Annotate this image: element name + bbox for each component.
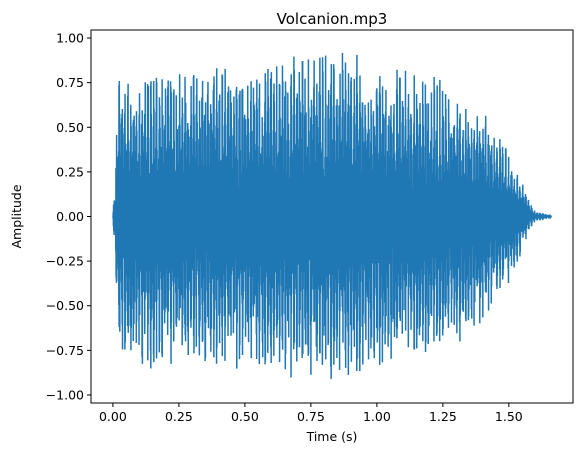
y-tick-label: −1.00 bbox=[46, 387, 84, 402]
x-tick-label: 0.25 bbox=[165, 409, 193, 424]
y-tick-label: −0.25 bbox=[46, 254, 84, 269]
x-tick-label: 0.50 bbox=[231, 409, 259, 424]
y-tick-label: 0.50 bbox=[56, 120, 84, 135]
y-tick-label: −0.50 bbox=[46, 298, 84, 313]
x-axis-label: Time (s) bbox=[306, 429, 358, 444]
x-tick-label: 1.25 bbox=[429, 409, 457, 424]
x-tick-label: 1.00 bbox=[363, 409, 391, 424]
y-tick-label: −0.75 bbox=[46, 343, 84, 358]
y-tick-label: 0.25 bbox=[56, 164, 84, 179]
plot-area bbox=[90, 29, 574, 404]
y-tick-label: 0.00 bbox=[56, 209, 84, 224]
y-tick-label: 1.00 bbox=[56, 31, 84, 46]
x-axis: 0.00 0.25 0.50 0.75 1.00 1.25 1.50 bbox=[99, 403, 523, 424]
y-axis-label: Amplitude bbox=[9, 184, 24, 248]
y-axis: −1.00 −0.75 −0.50 −0.25 0.00 0.25 0.50 0.75 1.00 bbox=[46, 31, 91, 402]
x-tick-label: 0.00 bbox=[99, 409, 127, 424]
chart-title: Volcanion.mp3 bbox=[277, 10, 388, 28]
x-tick-label: 0.75 bbox=[297, 409, 325, 424]
waveform-line bbox=[112, 52, 552, 379]
y-tick-label: 0.75 bbox=[56, 75, 84, 90]
x-tick-label: 1.50 bbox=[495, 409, 523, 424]
